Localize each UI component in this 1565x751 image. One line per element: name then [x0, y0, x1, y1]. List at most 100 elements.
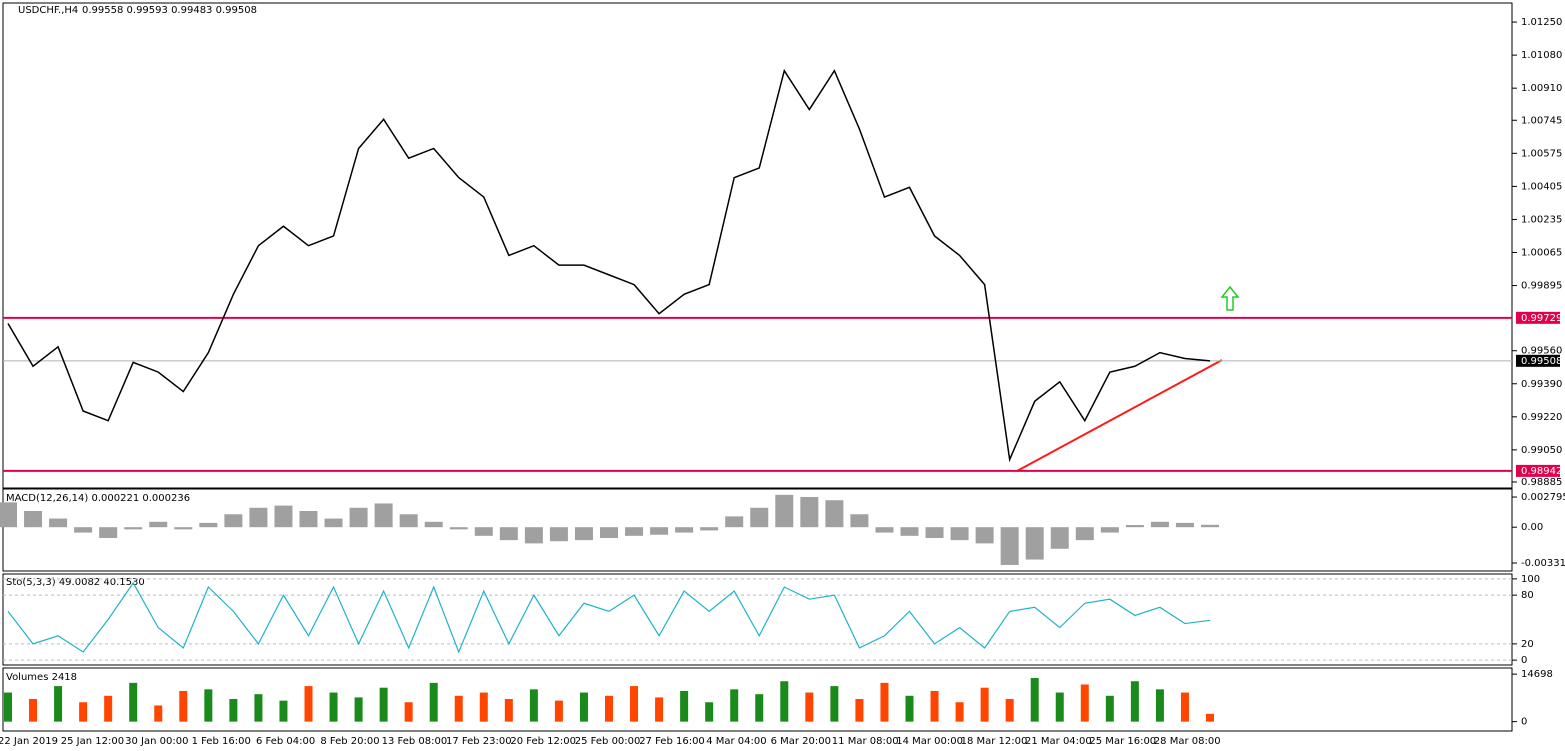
current-tag — [1516, 354, 1560, 367]
volume-bar — [880, 682, 889, 722]
volume-bar — [329, 692, 338, 722]
stoch-tick-label: 0 — [1521, 655, 1527, 666]
volume-bar — [705, 702, 714, 722]
macd-bar — [950, 527, 969, 541]
x-tick-label: 4 Mar 04:00 — [706, 736, 766, 747]
volume-bar — [1080, 684, 1089, 722]
macd-bar — [224, 514, 243, 528]
x-tick-label: 17 Feb 23:00 — [446, 736, 512, 747]
y-tick-label: 1.01250 — [1521, 17, 1562, 28]
macd-bar — [349, 507, 368, 528]
trendline — [1016, 359, 1223, 472]
x-tick-label: 20 Feb 12:00 — [510, 736, 576, 747]
volume-bar — [529, 689, 538, 722]
volume-bar — [730, 689, 739, 722]
macd-bar — [49, 518, 68, 528]
y-tick-label: 0.99220 — [1521, 412, 1562, 423]
macd-bar — [1125, 525, 1144, 528]
volume-bar — [379, 687, 388, 722]
volume-bar — [254, 694, 263, 722]
macd-bar — [1175, 522, 1194, 528]
macd-bar — [149, 521, 168, 528]
macd-bar — [0, 502, 17, 528]
macd-bar — [174, 527, 193, 530]
level-tag — [1516, 464, 1560, 477]
macd-bar — [74, 527, 93, 533]
y-tick-label: 1.00405 — [1521, 181, 1562, 192]
macd-bar — [574, 527, 593, 541]
macd-label: MACD(12,26,14) 0.000221 0.000236 — [6, 493, 190, 504]
macd-bar — [199, 522, 218, 528]
stoch-tick-label: 20 — [1521, 639, 1534, 650]
level-label: 0.99729 — [1521, 313, 1562, 324]
volume-bar — [1206, 713, 1214, 722]
volume-bar — [479, 692, 488, 722]
macd-bar — [875, 527, 894, 533]
x-tick-label: 25 Feb 00:00 — [575, 736, 641, 747]
x-tick-label: 13 Feb 08:00 — [382, 736, 448, 747]
x-tick-label: 28 Mar 08:00 — [1154, 736, 1221, 747]
volume-label: Volumes 2418 — [6, 672, 77, 683]
y-tick-label: 1.01080 — [1521, 50, 1562, 61]
macd-tick-label: 0.002795 — [1521, 492, 1565, 503]
macd-bar — [825, 500, 844, 528]
y-tick-label: 1.00910 — [1521, 83, 1562, 94]
macd-bar — [1000, 527, 1019, 565]
macd-bar — [499, 527, 518, 541]
volume-bar — [104, 695, 113, 722]
quote: 0.99558 0.99593 0.99483 0.99508 — [82, 5, 257, 16]
volume-bar — [4, 692, 12, 722]
volume-bar — [980, 687, 989, 722]
macd-bar — [274, 505, 293, 528]
level-label: 0.98942 — [1521, 466, 1562, 477]
x-tick-label: 14 Mar 00:00 — [896, 736, 963, 747]
volume-bar — [454, 695, 463, 722]
volume-bar — [1130, 681, 1139, 722]
volume-bar — [304, 686, 313, 722]
volume-bar — [955, 702, 964, 722]
up-arrow — [1220, 285, 1240, 311]
current-label: 0.99508 — [1521, 356, 1562, 367]
stoch-tick-label: 80 — [1521, 590, 1534, 601]
macd-bar — [1050, 527, 1069, 549]
macd-bar — [800, 496, 819, 528]
volume-bar — [1030, 678, 1039, 722]
macd-bar — [850, 514, 869, 528]
macd-bar — [900, 527, 919, 536]
macd-bar — [424, 521, 443, 528]
macd-bar — [975, 527, 994, 544]
volume-bar — [354, 697, 363, 722]
macd-panel — [2, 488, 1513, 572]
y-tick-label: 0.99895 — [1521, 281, 1562, 292]
macd-tick-label: 0.00 — [1521, 522, 1543, 533]
volume-bar — [1055, 692, 1064, 722]
macd-bar — [600, 527, 618, 538]
stoch-tick-label: 100 — [1521, 574, 1540, 585]
y-tick-label: 1.00235 — [1521, 214, 1562, 225]
macd-bar — [1150, 521, 1169, 528]
volume-bar — [279, 700, 288, 722]
volume-bar — [1005, 699, 1014, 722]
volume-bar — [154, 705, 163, 722]
price-line — [7, 68, 1211, 463]
volume-bar — [404, 702, 413, 722]
x-tick-label: 27 Feb 16:00 — [639, 736, 705, 747]
macd-bar — [524, 527, 543, 544]
x-tick-label: 11 Mar 08:00 — [832, 736, 899, 747]
volume-bar — [429, 682, 438, 722]
stoch-panel — [2, 573, 1513, 666]
volume-tick-label: 0 — [1521, 717, 1527, 728]
x-tick-label: 21 Mar 04:00 — [1025, 736, 1092, 747]
y-tick-label: 0.99050 — [1521, 445, 1562, 456]
volume-bar — [805, 692, 814, 722]
y-tick-label: 1.00745 — [1521, 115, 1562, 126]
y-tick-label: 1.00065 — [1521, 248, 1562, 259]
macd-bar — [1075, 527, 1094, 541]
volume-bar — [229, 699, 238, 722]
macd-bar — [1025, 527, 1044, 560]
volume-bar — [1180, 692, 1189, 722]
macd-bar — [299, 511, 318, 528]
volume-bar — [579, 692, 588, 722]
